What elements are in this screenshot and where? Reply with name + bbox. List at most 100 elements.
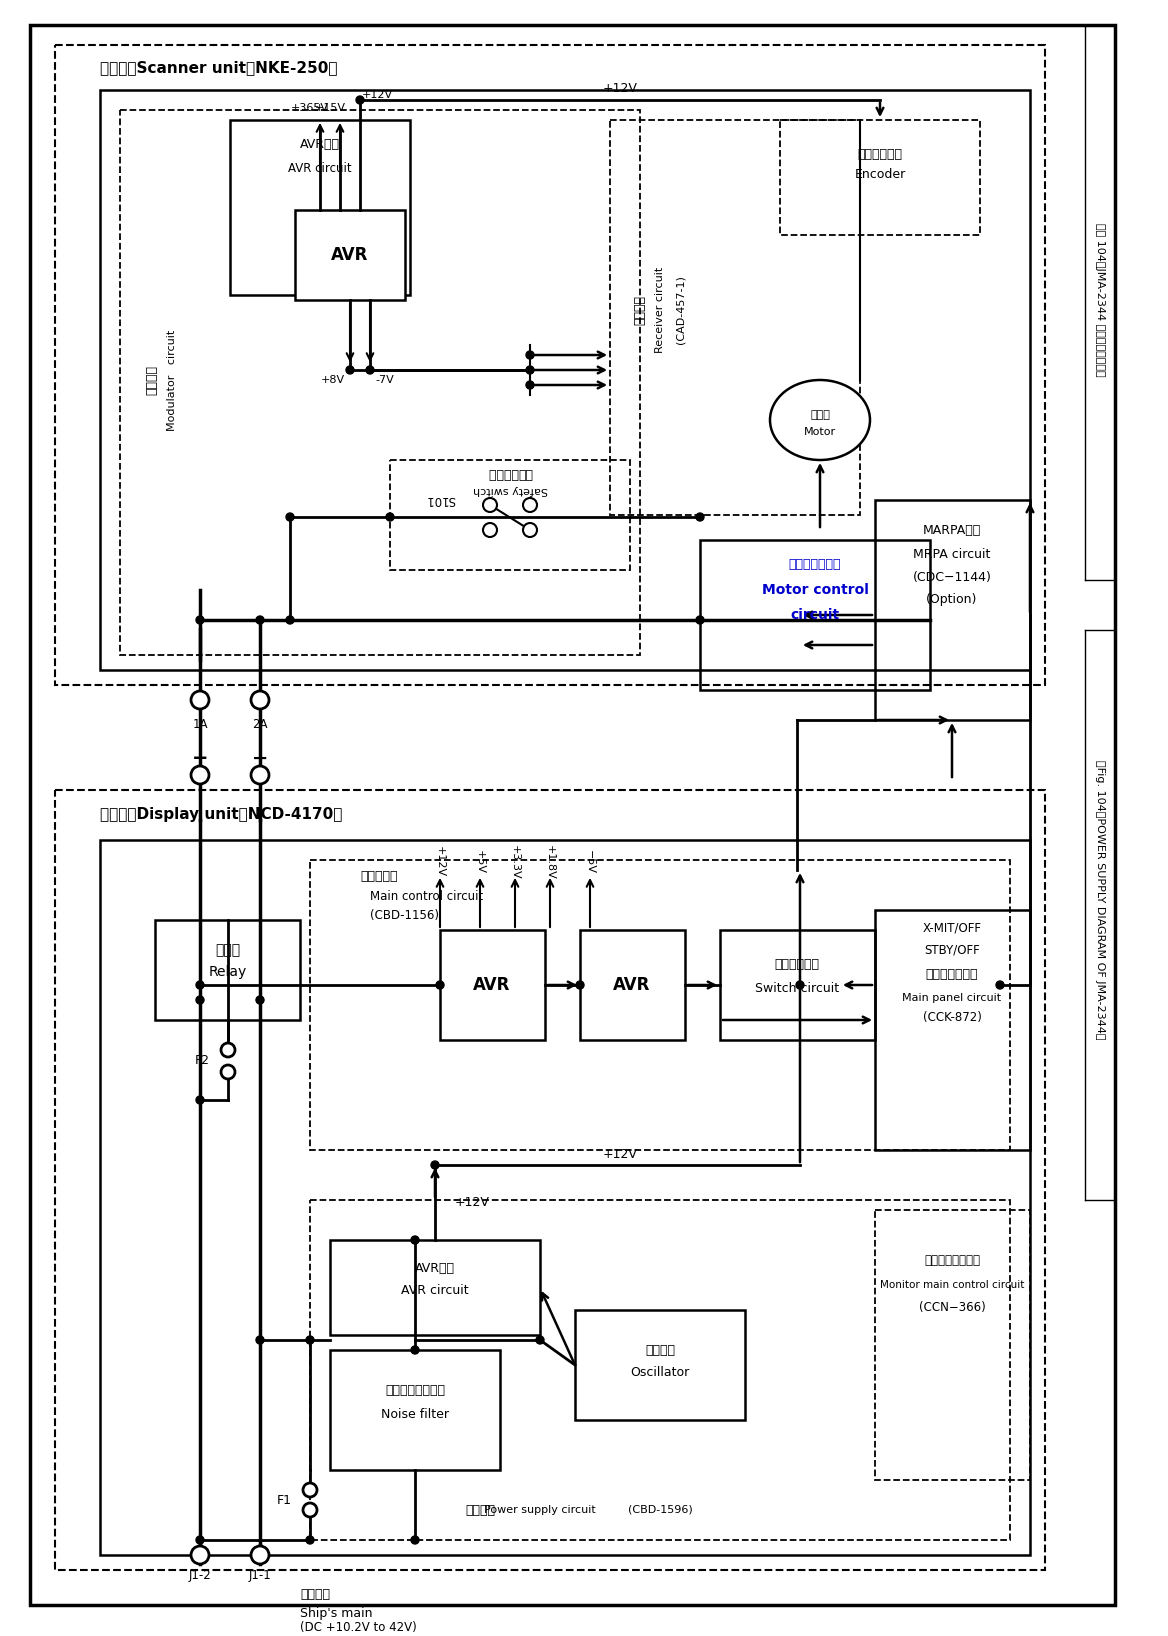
Text: +15V: +15V [314, 103, 346, 113]
Text: F2: F2 [195, 1054, 210, 1067]
Text: AVR: AVR [613, 977, 651, 995]
Circle shape [303, 1503, 317, 1517]
Circle shape [303, 1482, 317, 1497]
Text: Relay: Relay [209, 965, 248, 978]
Text: (CDC−1144): (CDC−1144) [912, 571, 992, 584]
Text: +: + [192, 749, 208, 767]
Text: J1-2: J1-2 [188, 1569, 211, 1582]
Circle shape [696, 514, 704, 520]
Circle shape [366, 366, 374, 375]
Bar [55, 790, 1045, 1571]
Bar [155, 919, 300, 1019]
Text: ﾓｰﾀ制御回路: ﾓｰﾀ制御回路 [788, 558, 841, 571]
Circle shape [196, 982, 204, 990]
Text: 発振回路: 発振回路 [645, 1343, 675, 1356]
Text: 主制御回路: 主制御回路 [360, 869, 397, 882]
Text: MRPA circuit: MRPA circuit [913, 548, 990, 561]
Bar [875, 910, 1030, 1150]
Circle shape [286, 514, 294, 520]
Text: 変調回路: 変調回路 [146, 365, 159, 394]
Circle shape [251, 1546, 269, 1564]
Bar [700, 540, 930, 690]
Circle shape [696, 617, 704, 623]
Circle shape [196, 617, 204, 623]
Circle shape [192, 1546, 209, 1564]
Circle shape [523, 497, 537, 512]
Circle shape [196, 996, 204, 1005]
Text: Monitor main control circuit: Monitor main control circuit [880, 1279, 1024, 1291]
Bar [875, 1211, 1030, 1481]
Circle shape [411, 1346, 419, 1355]
Text: Noise filter: Noise filter [381, 1409, 449, 1422]
Bar [580, 929, 684, 1040]
Text: Encoder: Encoder [854, 169, 905, 182]
Text: ﾘﾚｰ: ﾘﾚｰ [215, 942, 241, 957]
Text: Motor: Motor [804, 427, 836, 437]
Text: 空中線　Scanner unit（NKE-250）: 空中線 Scanner unit（NKE-250） [100, 61, 338, 75]
Text: Main control circuit: Main control circuit [370, 890, 484, 903]
Circle shape [251, 690, 269, 708]
Text: +: + [194, 1533, 206, 1548]
Text: ﾓﾆﾀ主制御回路: ﾓﾆﾀ主制御回路 [924, 1253, 980, 1266]
Text: +12V: +12V [434, 846, 445, 877]
Bar [610, 119, 860, 515]
Text: AVR: AVR [332, 245, 369, 263]
Text: AVR circuit: AVR circuit [401, 1284, 468, 1296]
Circle shape [256, 617, 264, 623]
Circle shape [306, 1337, 314, 1345]
Circle shape [523, 524, 537, 537]
Text: +1.8V: +1.8V [545, 844, 555, 880]
Text: ｴﾝｺｰﾀﾞ: ｴﾝｺｰﾀﾞ [857, 149, 903, 162]
Bar [310, 861, 1010, 1150]
Text: +5V: +5V [475, 851, 485, 874]
Text: Safety switch: Safety switch [473, 484, 548, 496]
Circle shape [996, 982, 1004, 990]
Text: 受信回路: 受信回路 [633, 294, 647, 326]
Bar [296, 209, 405, 299]
Circle shape [526, 352, 534, 358]
Text: Ship's main: Ship's main [300, 1607, 373, 1620]
Text: F1: F1 [277, 1494, 292, 1507]
Bar [780, 119, 980, 236]
Circle shape [221, 1044, 235, 1057]
Text: ﾉｲｽﾞﾌｨﾙﾀ: ﾉｲｽﾞﾌｨﾙﾀ [385, 1384, 445, 1397]
Text: ﾓｰﾀ: ﾓｰﾀ [811, 411, 830, 420]
Bar [100, 90, 1030, 671]
Circle shape [251, 766, 269, 784]
Text: Receiver circuit: Receiver circuit [655, 267, 665, 353]
Text: circuit: circuit [791, 609, 840, 622]
Text: Motor control: Motor control [762, 582, 869, 597]
Circle shape [221, 1065, 235, 1080]
Bar [310, 1199, 1010, 1539]
Circle shape [436, 982, 444, 990]
Bar [875, 501, 1030, 720]
Circle shape [196, 1536, 204, 1544]
Text: −5V: −5V [585, 851, 595, 874]
Text: 【Fig. 104　POWER SUPPLY DIAGRAM OF JMA-2344】: 【Fig. 104 POWER SUPPLY DIAGRAM OF JMA-23… [1096, 761, 1105, 1040]
Bar [390, 460, 630, 569]
Bar [440, 929, 545, 1040]
Circle shape [306, 1536, 314, 1544]
Text: +12V: +12V [456, 1196, 489, 1209]
Text: MARPA回路: MARPA回路 [923, 524, 981, 537]
Circle shape [385, 514, 394, 520]
Bar [120, 110, 640, 654]
Bar [575, 1310, 745, 1420]
Text: 船内電源: 船内電源 [300, 1589, 331, 1602]
Circle shape [431, 1162, 439, 1170]
Text: Modulator   circuit: Modulator circuit [167, 329, 178, 430]
Text: (DC +10.2V to 42V): (DC +10.2V to 42V) [300, 1621, 417, 1634]
Circle shape [526, 366, 534, 375]
Text: AVR circuit: AVR circuit [288, 162, 352, 175]
Circle shape [286, 617, 294, 623]
Circle shape [484, 497, 498, 512]
Text: +12V: +12V [603, 1148, 638, 1162]
Circle shape [192, 690, 209, 708]
Text: X-MIT/OFF: X-MIT/OFF [923, 921, 981, 934]
Circle shape [576, 982, 584, 990]
Text: 電源回路: 電源回路 [465, 1503, 495, 1517]
Circle shape [256, 996, 264, 1005]
Circle shape [356, 97, 364, 105]
Text: −: − [252, 749, 269, 767]
Circle shape [797, 982, 804, 990]
